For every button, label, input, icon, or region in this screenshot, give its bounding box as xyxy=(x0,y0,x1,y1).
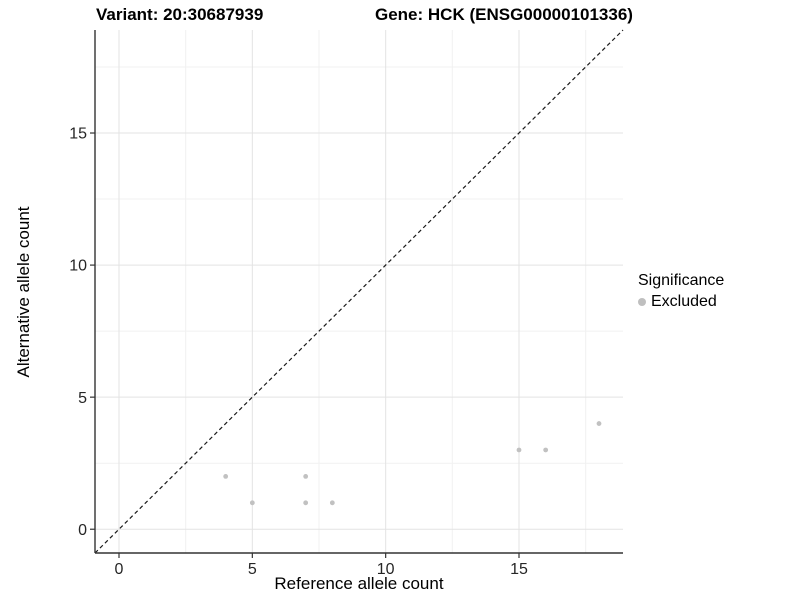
data-point xyxy=(516,447,522,453)
legend: Significance Excluded xyxy=(638,272,724,311)
legend-item-label: Excluded xyxy=(651,293,717,310)
legend-point-icon xyxy=(638,298,646,306)
data-point xyxy=(329,500,335,506)
x-tick-label: 10 xyxy=(377,561,395,578)
x-tick-label: 0 xyxy=(115,561,124,578)
y-tick-label: 5 xyxy=(78,390,87,407)
data-point xyxy=(249,500,255,506)
data-point xyxy=(596,421,602,426)
data-point xyxy=(303,473,309,479)
gene-title: Gene: HCK (ENSG00000101336) xyxy=(375,5,633,24)
y-tick-label: 0 xyxy=(78,522,87,539)
identity-reference-line xyxy=(94,29,624,554)
x-tick-label: 15 xyxy=(510,561,528,578)
y-axis-label: Alternative allele count xyxy=(14,206,33,378)
data-point xyxy=(223,473,229,479)
legend-item: Excluded xyxy=(638,293,724,311)
x-tick-label: 5 xyxy=(248,561,257,578)
data-point xyxy=(303,500,309,506)
legend-title: Significance xyxy=(638,272,725,289)
y-tick-label: 15 xyxy=(69,126,87,143)
y-tick-label: 10 xyxy=(69,258,87,275)
data-point xyxy=(543,447,549,453)
x-axis-label: Reference allele count xyxy=(274,574,444,593)
variant-title: Variant: 20:30687939 xyxy=(96,5,264,24)
